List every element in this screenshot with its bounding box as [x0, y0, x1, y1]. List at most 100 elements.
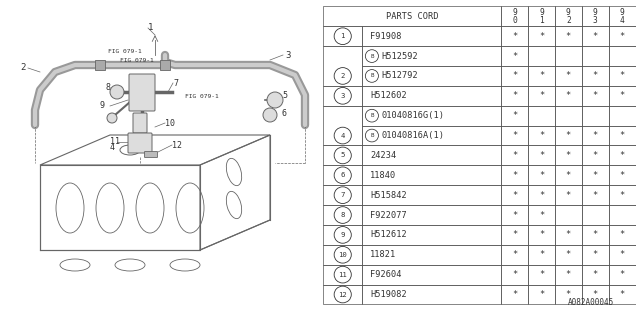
Text: 1: 1	[148, 23, 154, 33]
Text: *: *	[620, 71, 625, 80]
Text: 9
3: 9 3	[593, 8, 598, 25]
Circle shape	[267, 92, 283, 108]
Text: *: *	[620, 290, 625, 299]
Bar	[609, 46, 636, 66]
Bar	[501, 284, 528, 304]
Bar	[362, 66, 501, 86]
Bar	[555, 284, 582, 304]
Text: *: *	[539, 171, 544, 180]
Bar	[582, 66, 609, 86]
Text: *: *	[512, 191, 517, 200]
Text: *: *	[512, 171, 517, 180]
Bar	[362, 284, 501, 304]
Bar	[555, 245, 582, 265]
Text: 4: 4	[110, 143, 115, 153]
Bar	[609, 205, 636, 225]
Text: 11840: 11840	[370, 171, 396, 180]
Bar	[528, 26, 555, 46]
Text: F922077: F922077	[370, 211, 407, 220]
Text: *: *	[539, 151, 544, 160]
Text: *: *	[539, 230, 544, 239]
Bar	[582, 165, 609, 185]
Text: 9
0: 9 0	[512, 8, 517, 25]
Bar	[501, 126, 528, 146]
Bar	[362, 165, 501, 185]
Circle shape	[263, 108, 277, 122]
Text: *: *	[512, 230, 517, 239]
Bar	[501, 165, 528, 185]
Bar	[609, 146, 636, 165]
Bar	[528, 46, 555, 66]
Text: *: *	[620, 171, 625, 180]
Text: *: *	[512, 131, 517, 140]
Text: 12: 12	[172, 140, 182, 149]
Bar	[528, 205, 555, 225]
Bar	[323, 146, 362, 165]
Text: 9: 9	[100, 101, 105, 110]
Bar	[501, 225, 528, 245]
Bar	[528, 126, 555, 146]
Bar	[582, 265, 609, 284]
Bar	[323, 46, 362, 86]
Bar	[362, 46, 501, 66]
Text: *: *	[512, 211, 517, 220]
Text: *: *	[620, 230, 625, 239]
Bar	[501, 245, 528, 265]
Bar	[501, 46, 528, 66]
FancyBboxPatch shape	[133, 113, 147, 133]
Bar	[582, 26, 609, 46]
Text: *: *	[593, 131, 598, 140]
Bar	[501, 106, 528, 126]
Text: *: *	[620, 270, 625, 279]
Bar	[528, 265, 555, 284]
Bar	[555, 126, 582, 146]
Bar	[609, 106, 636, 126]
Text: *: *	[593, 230, 598, 239]
Text: B: B	[370, 133, 374, 138]
Bar	[609, 26, 636, 46]
Bar	[582, 225, 609, 245]
Bar	[501, 6, 528, 26]
Text: 3: 3	[340, 93, 345, 99]
Bar	[555, 165, 582, 185]
Bar	[609, 265, 636, 284]
Bar	[555, 26, 582, 46]
Bar	[323, 26, 362, 46]
Text: *: *	[539, 290, 544, 299]
Bar	[528, 66, 555, 86]
Text: *: *	[566, 131, 571, 140]
Text: 1: 1	[340, 33, 345, 39]
Text: *: *	[620, 32, 625, 41]
Text: 2: 2	[20, 63, 26, 73]
Bar	[609, 165, 636, 185]
Circle shape	[110, 85, 124, 99]
Text: *: *	[539, 250, 544, 259]
Bar	[362, 185, 501, 205]
Bar	[362, 26, 501, 46]
Text: 10: 10	[165, 118, 175, 127]
Text: 11821: 11821	[370, 250, 396, 259]
Text: *: *	[566, 230, 571, 239]
Bar	[582, 245, 609, 265]
Bar	[501, 86, 528, 106]
Bar	[582, 46, 609, 66]
Bar	[555, 265, 582, 284]
Text: *: *	[620, 91, 625, 100]
Bar	[95, 60, 105, 70]
Bar	[323, 86, 362, 106]
Text: *: *	[593, 290, 598, 299]
Bar	[528, 225, 555, 245]
Text: B: B	[370, 53, 374, 59]
Bar	[323, 165, 362, 185]
Text: *: *	[593, 151, 598, 160]
Text: 6: 6	[282, 108, 287, 117]
Bar	[582, 126, 609, 146]
Text: 7: 7	[173, 78, 178, 87]
Text: H512612: H512612	[370, 230, 407, 239]
Bar	[362, 205, 501, 225]
Text: B: B	[370, 113, 374, 118]
Bar	[609, 245, 636, 265]
Bar	[362, 146, 501, 165]
Bar	[323, 205, 362, 225]
Bar	[501, 265, 528, 284]
